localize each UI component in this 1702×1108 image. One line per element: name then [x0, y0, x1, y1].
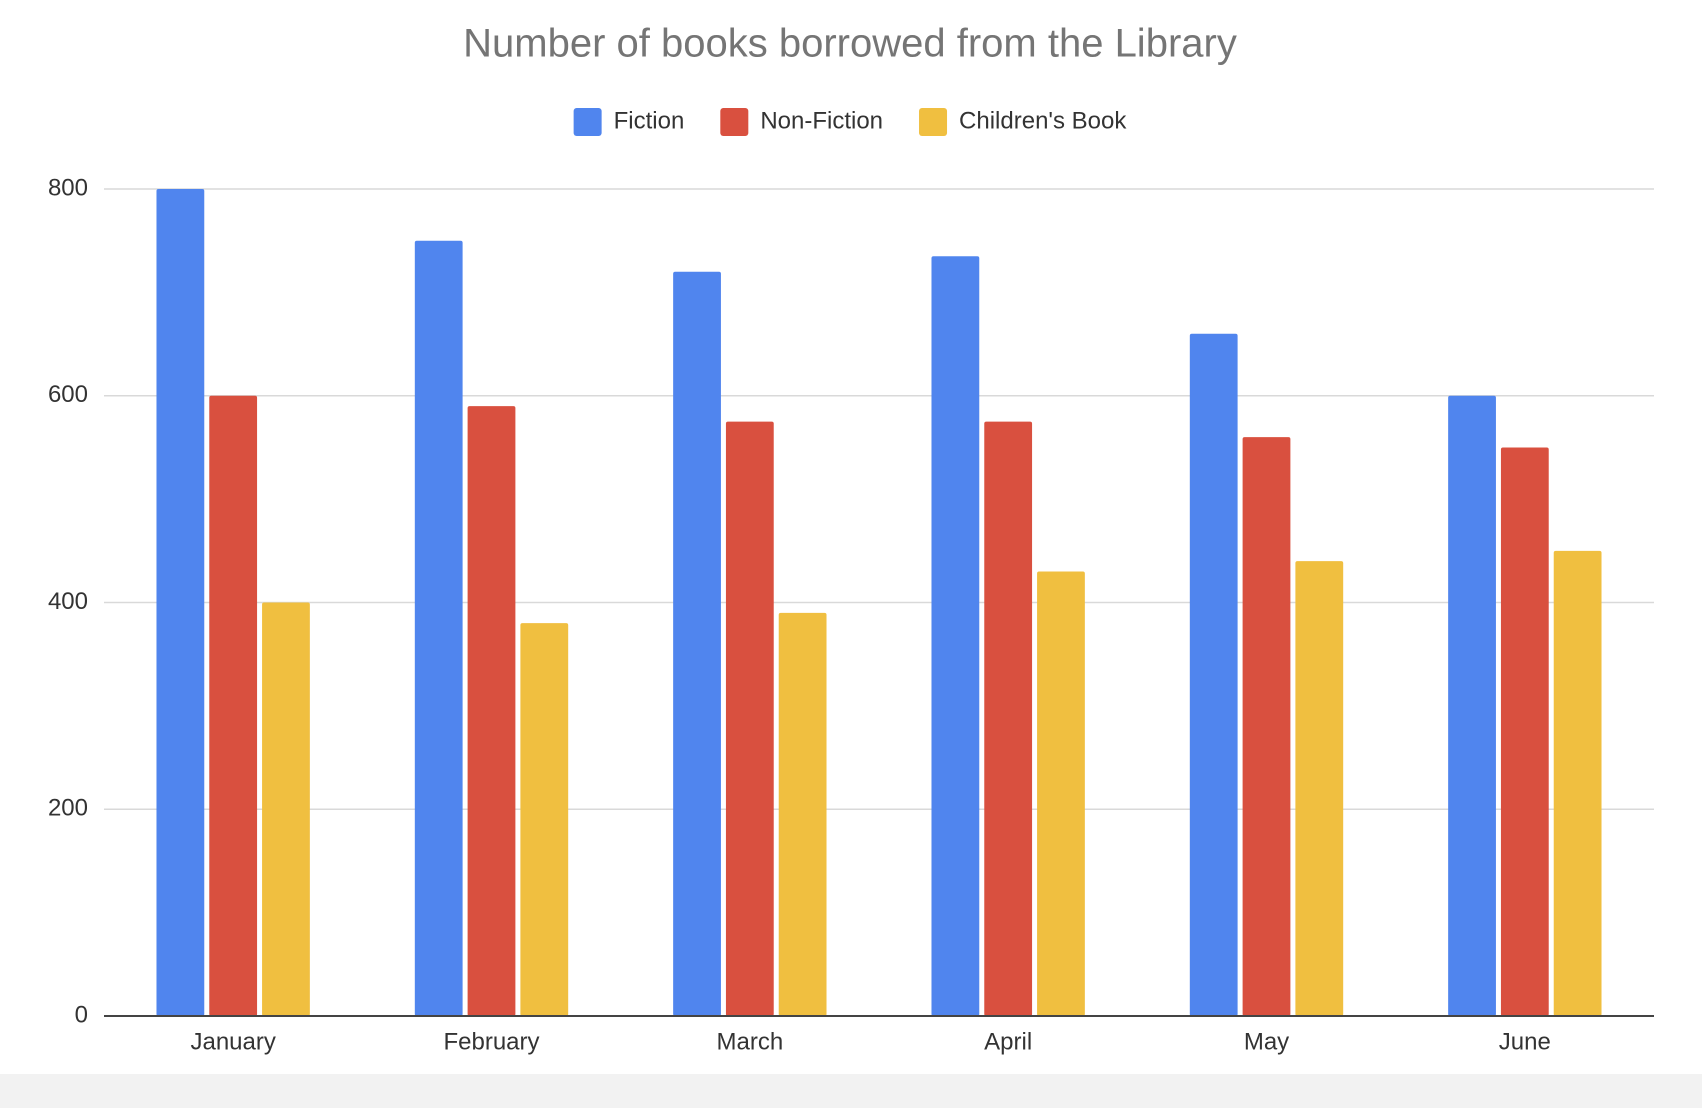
bar	[778, 612, 827, 1016]
x-tick-label: March	[716, 1028, 783, 1055]
bar	[414, 240, 463, 1016]
legend-swatch	[573, 108, 602, 136]
bar	[1242, 437, 1291, 1017]
x-tick-label: January	[190, 1028, 275, 1055]
bar	[520, 623, 569, 1016]
bar	[1448, 395, 1496, 1016]
footer-strip	[0, 1074, 1702, 1108]
x-tick-label: April	[984, 1028, 1032, 1055]
legend-label: Non-Fiction	[760, 107, 883, 134]
y-tick-label: 800	[48, 174, 88, 201]
bar	[1037, 571, 1085, 1016]
y-tick-label: 600	[48, 381, 88, 408]
bar	[467, 406, 516, 1016]
y-tick-label: 200	[48, 795, 88, 822]
bar	[156, 189, 205, 1016]
x-tick-label: February	[443, 1028, 539, 1055]
bar	[262, 602, 310, 1016]
y-tick-label: 0	[75, 1001, 88, 1028]
bar	[673, 271, 721, 1016]
legend-label: Children's Book	[959, 107, 1127, 134]
x-tick-label: June	[1499, 1028, 1551, 1055]
legend-swatch	[720, 108, 749, 136]
legend-label: Fiction	[614, 107, 685, 134]
bar	[1295, 561, 1344, 1016]
bar	[1500, 447, 1549, 1016]
chart-title: Number of books borrowed from the Librar…	[463, 22, 1237, 66]
y-tick-label: 400	[48, 588, 88, 615]
x-tick-label: May	[1244, 1028, 1289, 1055]
bar	[931, 256, 980, 1017]
legend-swatch	[919, 108, 948, 136]
bar	[725, 421, 774, 1016]
bar	[1189, 333, 1238, 1017]
bar	[984, 421, 1033, 1016]
bar	[1553, 550, 1602, 1016]
bar	[209, 395, 258, 1016]
